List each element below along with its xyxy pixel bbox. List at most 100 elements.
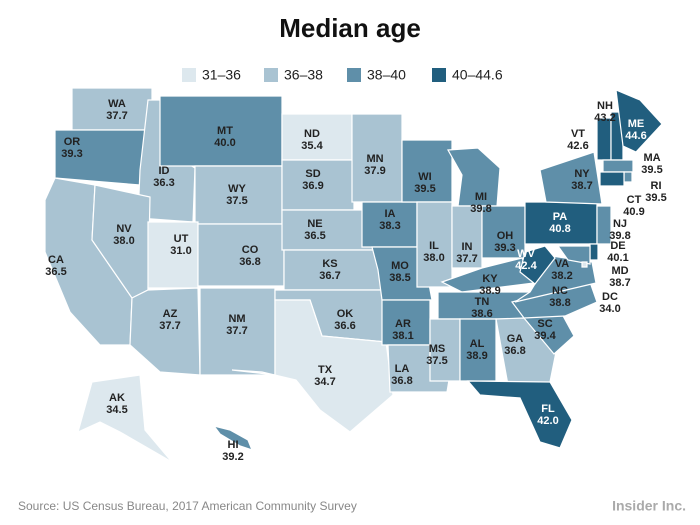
state-value: 35.4 [301, 140, 323, 152]
state-abbr: KY [482, 273, 498, 285]
state-value: 42.4 [515, 260, 537, 272]
state [596, 205, 612, 245]
state-abbr: NE [307, 218, 322, 230]
state-value: 42.6 [567, 140, 588, 152]
state-value: 38.1 [392, 330, 413, 342]
state [623, 171, 633, 183]
state-abbr: LA [395, 363, 410, 375]
state-abbr: TX [318, 364, 333, 376]
legend-swatch [264, 68, 278, 82]
state-abbr: WA [108, 98, 126, 110]
state-abbr: VT [571, 128, 585, 140]
state-abbr: NM [228, 313, 245, 325]
state [466, 380, 573, 449]
state-value: 38.7 [609, 277, 630, 289]
state-value: 38.2 [551, 270, 572, 282]
state-abbr: AK [109, 392, 125, 404]
state [596, 117, 612, 161]
state-abbr: ID [159, 165, 170, 177]
map-title: Median age [279, 13, 421, 43]
state-abbr: AR [395, 318, 411, 330]
state-abbr: PA [553, 211, 568, 223]
state-value: 40.1 [607, 252, 628, 264]
state-value: 36.9 [302, 180, 323, 192]
state-abbr: FL [541, 403, 555, 415]
state-value: 36.5 [304, 230, 325, 242]
legend-label: 38–40 [367, 67, 406, 83]
state [581, 261, 588, 268]
state-value: 38.8 [549, 297, 570, 309]
state-value: 36.7 [319, 270, 340, 282]
state-abbr: IA [385, 208, 396, 220]
state-value: 39.8 [470, 203, 491, 215]
state-abbr: WI [418, 171, 431, 183]
state-abbr: TN [475, 296, 490, 308]
state-abbr: ND [304, 128, 320, 140]
state-abbr: MD [611, 265, 628, 277]
state-abbr: WY [228, 183, 246, 195]
state [212, 425, 254, 451]
state-abbr: VA [555, 258, 570, 270]
state-abbr: KS [322, 258, 337, 270]
state [599, 171, 625, 187]
state-value: 39.8 [609, 230, 630, 242]
state-value: 36.8 [239, 256, 260, 268]
state-value: 36.6 [334, 320, 355, 332]
state-value: 37.7 [159, 320, 180, 332]
state-value: 39.5 [641, 164, 662, 176]
legend-swatch [432, 68, 446, 82]
state-value: 43.2 [594, 112, 615, 124]
state-abbr: NV [116, 223, 132, 235]
state-abbr: MO [391, 260, 409, 272]
state-value: 40.9 [623, 206, 644, 218]
state-abbr: WV [517, 248, 535, 260]
state-value: 39.5 [645, 192, 666, 204]
state-abbr: MI [475, 191, 487, 203]
state-abbr: NY [574, 168, 590, 180]
state-abbr: OH [497, 230, 514, 242]
state-value: 37.5 [426, 355, 447, 367]
state [589, 243, 599, 261]
state-abbr: MA [643, 152, 660, 164]
state-value: 36.8 [504, 345, 525, 357]
state-abbr: DE [610, 240, 625, 252]
state-abbr: IL [429, 240, 439, 252]
legend: 31–36 36–38 38–40 40–44.6 [182, 67, 503, 83]
state-abbr: NH [597, 100, 613, 112]
state-value: 39.2 [222, 451, 243, 463]
state-value: 38.5 [389, 272, 410, 284]
state-abbr: SD [305, 168, 320, 180]
state-abbr: DC [602, 291, 618, 303]
legend-label: 36–38 [284, 67, 323, 83]
legend-swatch [347, 68, 361, 82]
legend-swatch [182, 68, 196, 82]
state [602, 159, 634, 173]
state-value: 38.9 [466, 350, 487, 362]
state-abbr: UT [174, 233, 189, 245]
state-abbr: MN [366, 153, 383, 165]
state-value: 37.7 [106, 110, 127, 122]
state-value: 38.0 [423, 252, 444, 264]
state-abbr: RI [651, 180, 662, 192]
state-value: 38.0 [113, 235, 134, 247]
state-value: 40.0 [214, 137, 235, 149]
state-abbr: MS [429, 343, 446, 355]
state-abbr: ME [628, 118, 645, 130]
state-abbr: IN [462, 241, 473, 253]
state-abbr: HI [228, 439, 239, 451]
state-abbr: NJ [613, 218, 627, 230]
state-value: 40.8 [549, 223, 570, 235]
state-abbr: MT [217, 125, 233, 137]
state-value: 36.5 [45, 266, 66, 278]
state [556, 245, 591, 265]
state-abbr: CA [48, 254, 64, 266]
state [615, 89, 663, 153]
legend-label: 31–36 [202, 67, 241, 83]
state-value: 39.3 [61, 148, 82, 160]
state-value: 36.3 [153, 177, 174, 189]
state-abbr: SC [537, 318, 552, 330]
state-value: 36.8 [391, 375, 412, 387]
state-value: 37.7 [456, 253, 477, 265]
state-abbr: OK [337, 308, 354, 320]
states [44, 87, 663, 463]
